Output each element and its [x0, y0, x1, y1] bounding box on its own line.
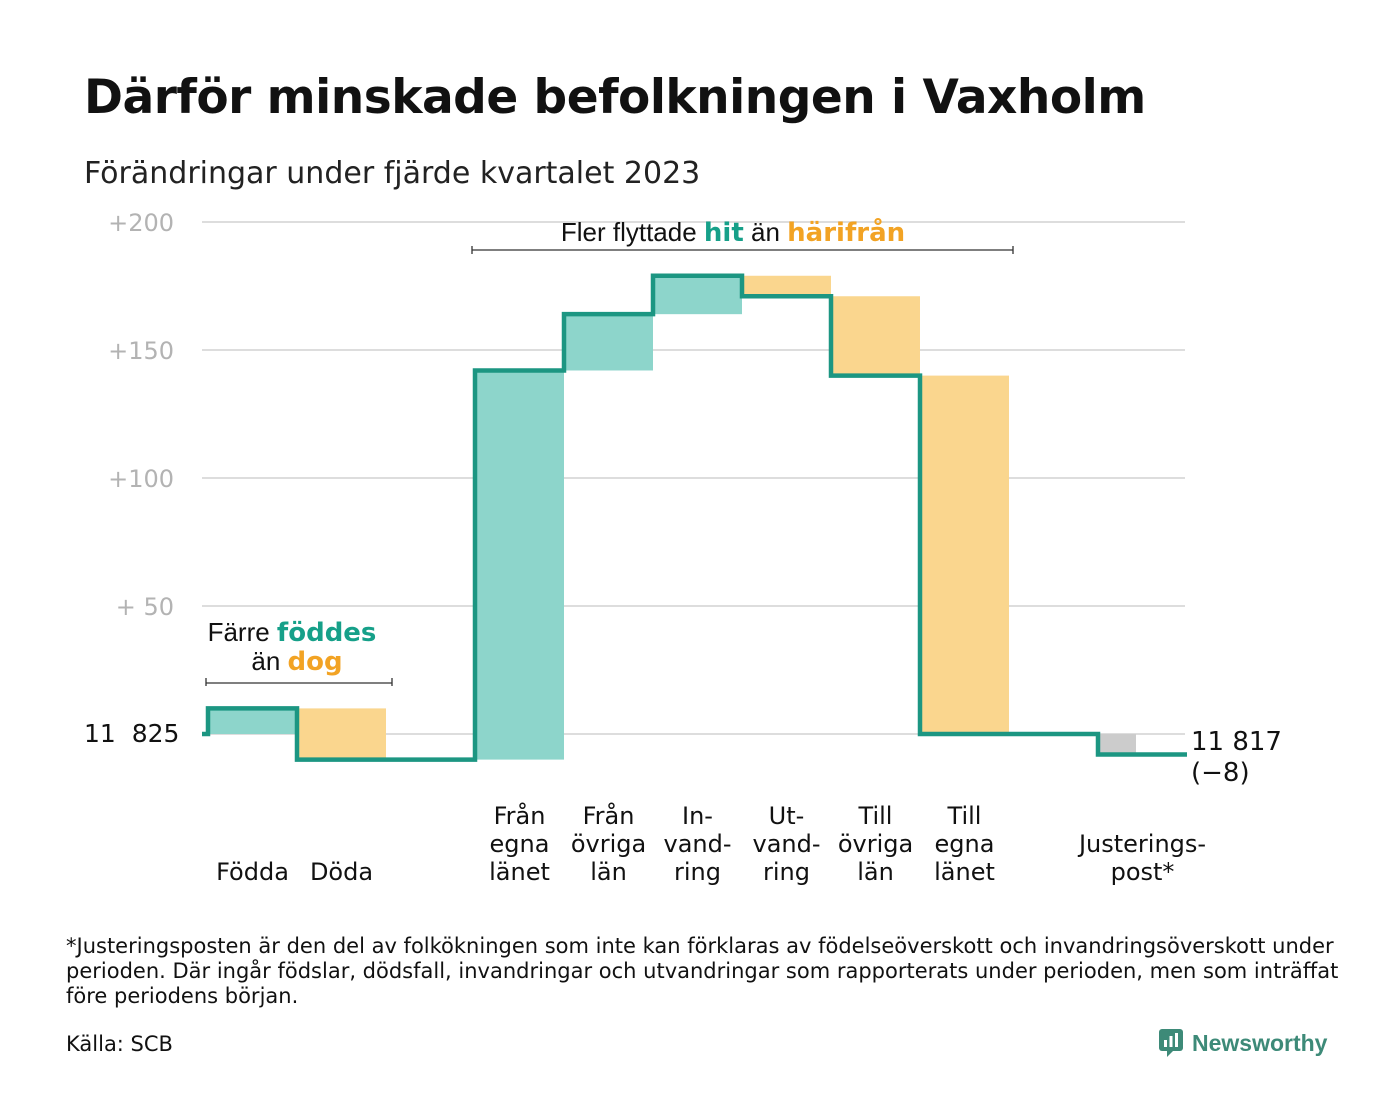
annotation-highlight-harifran: härifrån	[787, 216, 905, 248]
bar-Frånegnalänet	[476, 370, 564, 760]
bar-Frånövrigalän	[565, 314, 653, 371]
newsworthy-logo-icon	[1159, 1029, 1183, 1057]
annotation-births-deaths: Färre föddes än dog	[205, 617, 393, 686]
line-layer	[202, 273, 1187, 762]
y-tick-label-150: +150	[108, 337, 174, 365]
category-label-7: Till övriga län	[838, 802, 913, 886]
annotation-migration: Fler flyttade hit än härifrån	[471, 216, 1014, 254]
category-label-1: Döda	[310, 858, 373, 886]
category-label-3: Från egna länet	[489, 801, 550, 886]
cumulative-step-line	[202, 273, 1187, 762]
brand-name: Newsworthy	[1192, 1029, 1328, 1056]
annotation-births-deaths-line2: än dog	[251, 646, 342, 677]
bar-Tillövrigalän	[832, 296, 920, 376]
category-label-0: Födda	[216, 858, 289, 886]
labels-layer: Födda Döda Från egna länet Från övriga länIn-va…	[84, 719, 1282, 886]
footnote: *Justeringsposten är den del av folkökni…	[66, 934, 1339, 1008]
chart-title: Därför minskade befolkningen i Vaxholm	[84, 70, 1146, 125]
bar-Ut-vand-ring	[743, 275, 831, 297]
y-tick-label-100: +100	[108, 465, 174, 493]
category-label-4: Från övriga län	[571, 801, 646, 886]
annotation-migration-text: Fler flyttade hit än härifrån	[561, 216, 905, 248]
end-value-label: 11 817	[1191, 727, 1282, 757]
bar-Födda	[209, 708, 297, 734]
bar-Tillegnalänet	[921, 375, 1009, 734]
source-label: Källa: SCB	[66, 1032, 173, 1056]
bar-Döda	[298, 708, 386, 760]
bar-In-vand-ring	[654, 275, 742, 315]
category-label-10: Justerings-post*	[1077, 830, 1206, 886]
y-tick-label-200: +200	[108, 209, 174, 237]
category-label-6: Ut-vand-ring	[752, 802, 820, 886]
bar-Justerings-post*	[1100, 734, 1136, 755]
end-change-label: (−8)	[1191, 758, 1250, 788]
y-tick-label-50: + 50	[116, 593, 174, 621]
annotation-highlight-hit: hit	[704, 218, 744, 248]
category-label-8: Till egna länet	[934, 802, 995, 886]
bars-layer	[209, 275, 1136, 760]
annotation-births-deaths-line1: Färre föddes	[208, 617, 377, 648]
chart-subtitle: Förändringar under fjärde kvartalet 2023	[84, 156, 701, 191]
start-value-label: 11 825	[84, 719, 179, 748]
category-label-5: In-vand-ring	[663, 802, 731, 886]
annotation-highlight-fodde: föddes	[277, 618, 377, 648]
brand[interactable]: Newsworthy	[1158, 1026, 1327, 1060]
annotation-highlight-dog: dog	[288, 647, 343, 677]
annotation-bracket-migration	[471, 246, 1014, 254]
annotation-bracket-births-deaths	[205, 678, 393, 686]
